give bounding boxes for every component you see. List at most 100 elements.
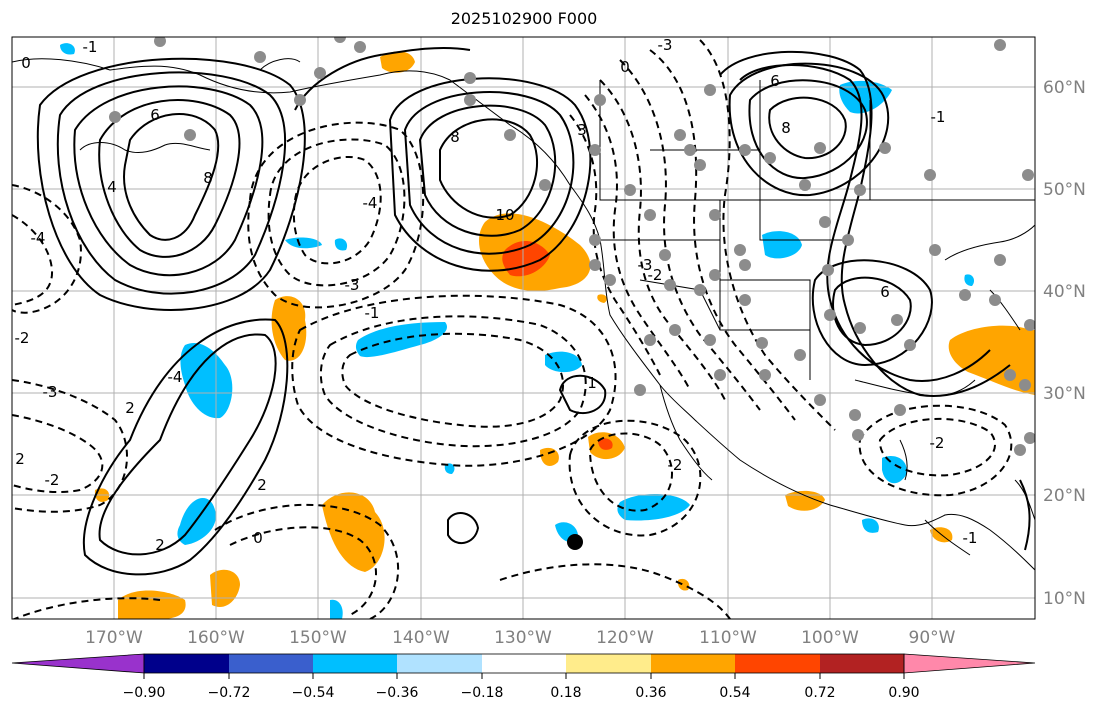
colorbar-bin — [566, 654, 651, 673]
contour-label: 2 — [155, 536, 165, 554]
latitude-label: 30°N — [1043, 384, 1086, 404]
latitude-label: 50°N — [1043, 180, 1086, 200]
colorbar-tick-label: 0.36 — [635, 685, 666, 701]
positive-anomaly-patch — [322, 492, 385, 572]
map-frame — [11, 36, 1036, 620]
colorbar-bin — [735, 654, 820, 673]
longitude-label: 160°W — [187, 628, 245, 648]
positive-anomaly-patch — [271, 296, 307, 361]
longitude-label: 90°W — [909, 628, 956, 648]
contour-label: -1 — [963, 529, 978, 547]
colorbar-tick-label: 0.54 — [719, 685, 750, 701]
negative-anomaly-patch — [285, 237, 322, 249]
contour-label: -2 — [648, 266, 663, 284]
longitude-label: 110°W — [699, 628, 757, 648]
contour-label: 8 — [450, 128, 460, 146]
positive-anomaly-patch — [380, 51, 415, 73]
anomaly-shading — [60, 43, 1035, 619]
positive-anomaly-patch — [677, 578, 690, 591]
contour-label: -2 — [15, 329, 30, 347]
colorbar-bin — [144, 654, 229, 673]
latitude-label: 60°N — [1043, 78, 1086, 98]
longitude-label: 140°W — [392, 628, 450, 648]
negative-anomaly-patch — [617, 494, 690, 521]
strong-positive-anomaly-patch — [598, 438, 613, 450]
positive-anomaly-patch — [540, 447, 559, 466]
contour-label: 6 — [770, 72, 780, 90]
contour-label: -3 — [43, 383, 58, 401]
negative-anomaly-patch — [862, 518, 879, 533]
negative-anomaly-patch — [355, 322, 448, 358]
contour-label: -3 — [638, 256, 653, 274]
contour-label: -4 — [363, 194, 378, 212]
positive-contours — [36, 46, 1031, 576]
contour-label: -4 — [31, 229, 46, 247]
negative-contours — [12, 39, 1013, 619]
positive-anomaly-patch — [597, 294, 607, 303]
contour-label: 0 — [620, 58, 630, 76]
negative-anomaly-patch — [444, 463, 455, 474]
negative-anomaly-patch — [60, 43, 75, 55]
colorbar-bin — [313, 654, 397, 673]
negative-anomaly-patch — [334, 238, 348, 251]
contour-label: -1 — [365, 304, 380, 322]
contour-label: 0 — [21, 54, 31, 72]
colorbar-tick-label: −0.54 — [292, 685, 335, 701]
negative-anomaly-patch — [762, 231, 802, 259]
longitude-label: 120°W — [596, 628, 654, 648]
colorbar-tick-label: 0.18 — [550, 685, 581, 701]
colorbar-tick-label: 0.90 — [888, 685, 919, 701]
contour-label: -2 — [121, 399, 136, 417]
latitude-label: 10°N — [1043, 589, 1086, 609]
colorbar-low-extension — [11, 653, 145, 674]
contour-label: -3 — [658, 36, 673, 54]
colorbar-tick-label: −0.18 — [461, 685, 504, 701]
coastlines — [12, 58, 1035, 571]
colorbar-bin — [820, 654, 904, 673]
negative-anomaly-patch — [964, 274, 975, 286]
longitude-label: 130°W — [494, 628, 552, 648]
longitude-label: 150°W — [289, 628, 347, 648]
contour-label: 6 — [150, 106, 160, 124]
contour-label: 2 — [257, 476, 267, 494]
colorbar-tick-label: −0.72 — [208, 685, 251, 701]
contour-label: -1 — [931, 108, 946, 126]
colorbar-ticks — [143, 673, 905, 679]
contour-label: -2 — [668, 456, 683, 474]
colorbar-bin — [651, 654, 735, 673]
negative-anomaly-patch — [882, 455, 907, 484]
contour-label: 2 — [125, 399, 135, 417]
contour-label: -1 — [83, 38, 98, 56]
longitude-label: 170°W — [85, 628, 143, 648]
colorbar-tick-label: −0.36 — [376, 685, 419, 701]
colorbar: −0.90 −0.72 −0.54 −0.36 −0.18 0.18 0.36 … — [11, 653, 1036, 701]
contour-labels: 0 -1 6 8 -4 4 -3 -1 8 -4 10 -3 3 0 -2 -3… — [15, 36, 978, 554]
contour-label: -3 — [345, 276, 360, 294]
longitude-label: 100°W — [801, 628, 859, 648]
contour-label: -4 — [168, 368, 183, 386]
map-body: 0 -1 6 8 -4 4 -3 -1 8 -4 10 -3 3 0 -2 -3… — [12, 36, 1035, 619]
map-title: 2025102900 F000 — [450, 9, 598, 28]
colorbar-bin — [397, 654, 482, 673]
latitude-label: 20°N — [1043, 486, 1086, 506]
station-markers — [109, 37, 1035, 456]
latitude-axis: 60°N 50°N 40°N 30°N 20°N 10°N — [1043, 78, 1086, 609]
contour-label: -2 — [930, 434, 945, 452]
contour-label: -2 — [45, 471, 60, 489]
colorbar-bin — [482, 654, 566, 673]
negative-anomaly-patch — [180, 342, 233, 419]
contour-label: 8 — [781, 119, 791, 137]
contour-label: 4 — [107, 178, 117, 196]
observation-point-marker — [567, 534, 583, 550]
negative-anomaly-patch — [330, 599, 343, 619]
contour-label: 8 — [203, 169, 213, 187]
contour-label: 2 — [15, 450, 25, 468]
contour-label: 10 — [495, 206, 514, 224]
negative-anomaly-patch — [545, 351, 582, 373]
positive-anomaly-patch — [785, 490, 825, 511]
contour-label: 3 — [577, 121, 587, 139]
longitude-axis: 170°W 160°W 150°W 140°W 130°W 120°W 110°… — [85, 628, 956, 648]
latitude-label: 40°N — [1043, 282, 1086, 302]
contour-label: 0 — [253, 529, 263, 547]
contour-label: 6 — [880, 283, 890, 301]
